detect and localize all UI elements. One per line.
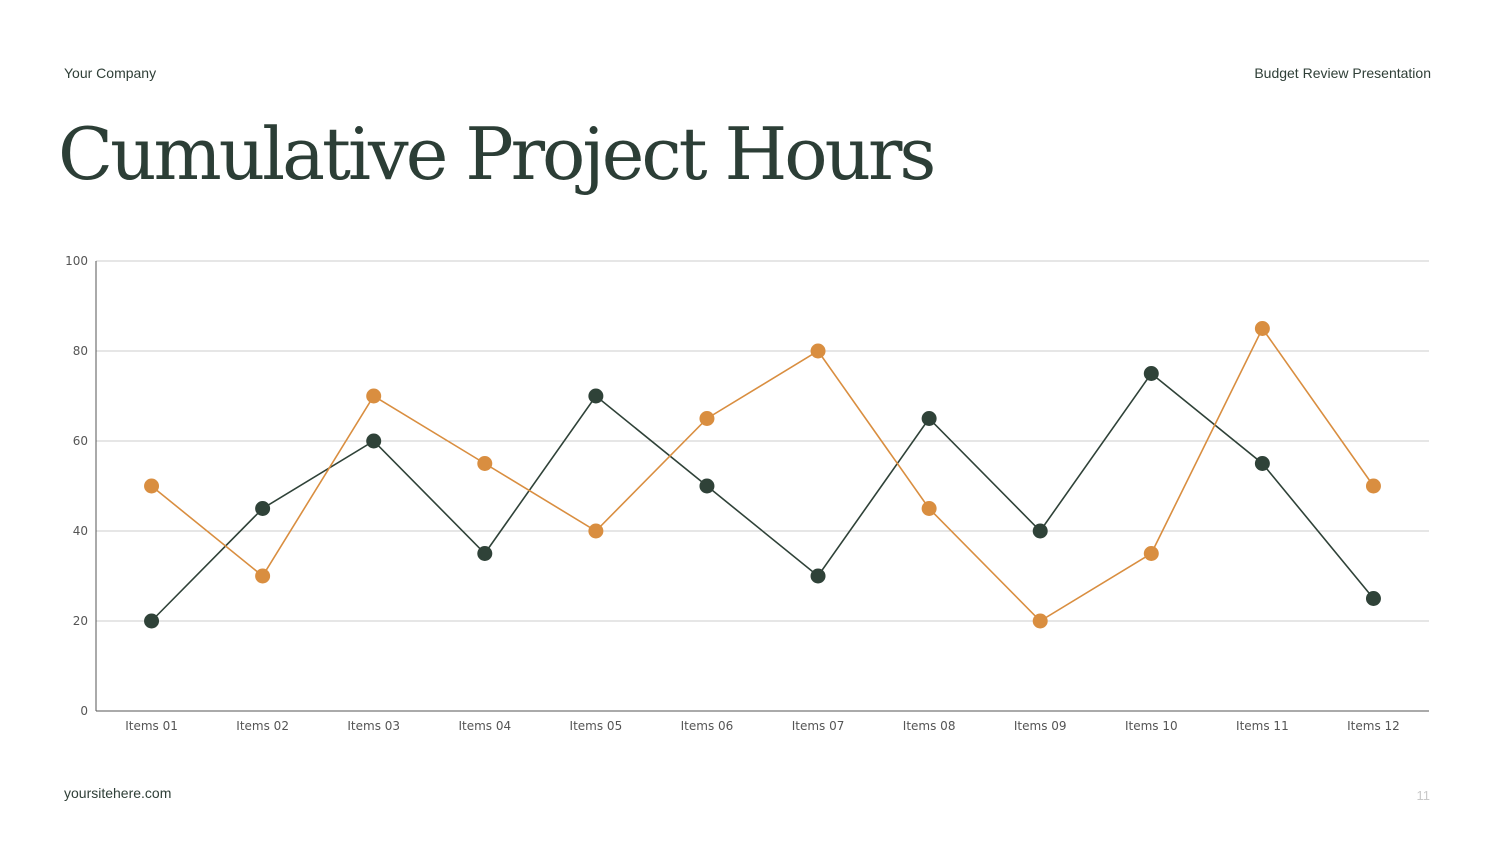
series-2-point[interactable] xyxy=(699,411,715,426)
series-1-point[interactable] xyxy=(1032,523,1048,539)
x-tick-label: Items 07 xyxy=(792,719,845,733)
series-2-point[interactable] xyxy=(1365,478,1381,494)
x-tick-label: Items 04 xyxy=(458,719,511,733)
x-tick-label: Items 11 xyxy=(1236,719,1289,733)
series-2-point[interactable] xyxy=(255,568,271,584)
series-1-point[interactable] xyxy=(699,478,715,494)
series-2-point[interactable] xyxy=(588,523,604,539)
y-tick-label: 80 xyxy=(73,344,88,358)
series-1-point[interactable] xyxy=(366,433,382,449)
y-tick-label: 60 xyxy=(73,434,88,448)
page-number: 11 xyxy=(1416,788,1431,803)
series-2-point[interactable] xyxy=(477,456,493,471)
series-2-point[interactable] xyxy=(144,478,160,494)
series-2-point[interactable] xyxy=(810,343,826,359)
x-tick-label: Items 06 xyxy=(681,719,734,733)
series-1-point[interactable] xyxy=(921,411,937,426)
x-tick-label: Items 08 xyxy=(903,719,956,733)
x-tick-label: Items 02 xyxy=(236,719,289,733)
y-tick-label: 20 xyxy=(73,614,88,628)
series-1-point[interactable] xyxy=(1143,366,1159,381)
series-1-point[interactable] xyxy=(255,501,271,516)
x-tick-label: Items 09 xyxy=(1014,719,1067,733)
x-tick-label: Items 03 xyxy=(347,719,400,733)
series-line-2 xyxy=(150,326,1375,623)
presentation-title: Budget Review Presentation xyxy=(1254,65,1431,81)
series-1-point[interactable] xyxy=(810,568,826,584)
y-tick-label: 40 xyxy=(73,524,88,538)
series-1-point[interactable] xyxy=(1254,456,1270,471)
y-tick-label: 100 xyxy=(65,254,88,268)
series-2-point[interactable] xyxy=(1143,546,1159,561)
y-tick-label: 0 xyxy=(80,704,88,718)
series-1-point[interactable] xyxy=(477,546,493,561)
x-tick-label: Items 10 xyxy=(1125,719,1178,733)
series-1-point[interactable] xyxy=(144,613,160,629)
x-tick-label: Items 01 xyxy=(125,719,178,733)
company-name: Your Company xyxy=(64,65,157,81)
series-2-point[interactable] xyxy=(1254,321,1270,336)
x-tick-label: Items 12 xyxy=(1347,719,1400,733)
series-2-point[interactable] xyxy=(1032,613,1048,629)
page-title: Cumulative Project Hours xyxy=(58,112,936,196)
x-tick-label: Items 05 xyxy=(570,719,623,733)
series-1-point[interactable] xyxy=(1365,591,1381,606)
website-url[interactable]: yoursitehere.com xyxy=(64,785,172,801)
series-1-point[interactable] xyxy=(588,388,604,404)
series-2-point[interactable] xyxy=(366,388,382,404)
series-line-1 xyxy=(150,372,1375,622)
series-2-point[interactable] xyxy=(921,501,937,516)
